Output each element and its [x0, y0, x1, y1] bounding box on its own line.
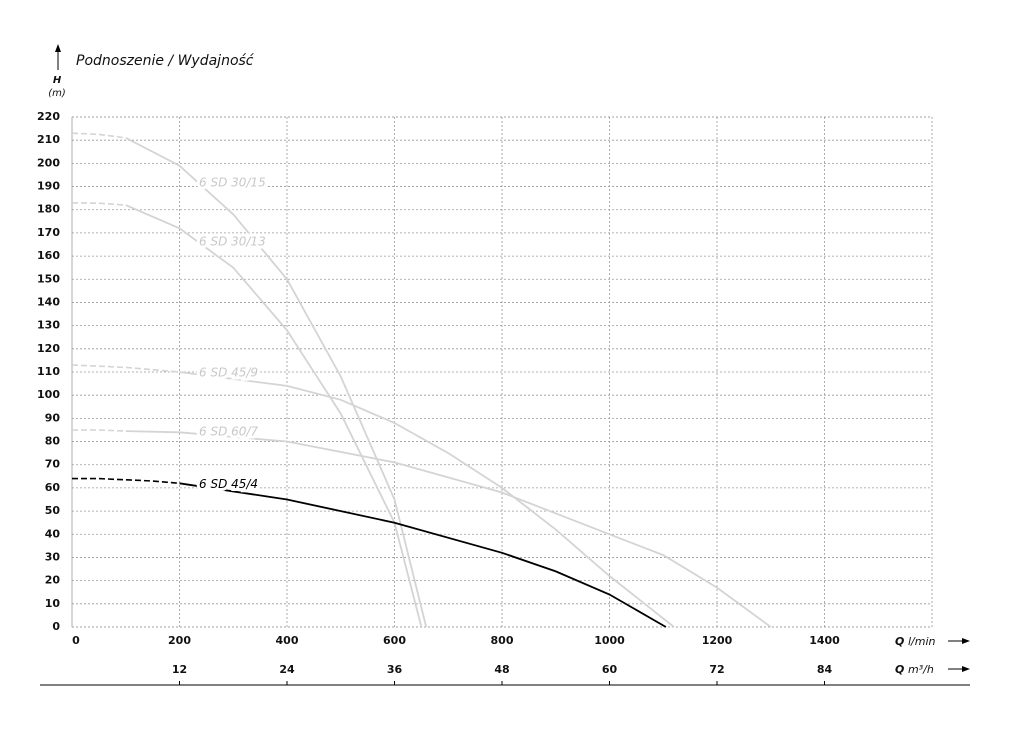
x-tick-label: 400	[276, 634, 299, 647]
series-dashed	[72, 429, 126, 432]
x2-tick-label: 72	[709, 663, 724, 676]
y-tick-label: 30	[45, 550, 61, 563]
x2-axis-label: Q	[895, 663, 904, 676]
x-tick-label: 1400	[809, 634, 840, 647]
y-tick-label: 70	[45, 458, 61, 471]
series-line	[179, 371, 675, 628]
x-tick-label: 1000	[594, 634, 625, 647]
y-tick-label: 180	[37, 203, 60, 216]
y-tick-label: 160	[37, 249, 60, 262]
y-tick-label: 50	[45, 504, 61, 517]
x-arrow-head	[962, 638, 970, 644]
series-dashed	[71, 364, 180, 373]
y-tick-label: 90	[45, 411, 61, 424]
y-tick-label: 110	[37, 365, 60, 378]
y-tick-label: 0	[52, 620, 60, 633]
y-tick-label: 130	[37, 319, 60, 332]
series-dashed	[71, 132, 126, 139]
series-line	[179, 482, 667, 628]
x2-tick-label: 48	[494, 663, 509, 676]
y-tick-label: 100	[37, 388, 60, 401]
x2-arrow-head	[962, 666, 970, 672]
y-tick-label: 120	[37, 342, 60, 355]
series-label: 6 SD 45/9	[199, 365, 258, 379]
x-axis-unit: l/min	[908, 635, 936, 648]
series-label: 6 SD 60/7	[199, 425, 258, 439]
x-tick-label: 200	[168, 634, 191, 647]
series-label: 6 SD 45/4	[199, 477, 258, 491]
series-dashed	[71, 202, 126, 206]
x2-tick-label: 36	[387, 663, 403, 676]
y-tick-label: 60	[45, 481, 61, 494]
y-tick-label: 200	[37, 156, 60, 169]
x2-tick-label: 84	[817, 663, 833, 676]
series-label: 6 SD 30/15	[199, 176, 266, 190]
y-arrow-head	[55, 44, 61, 52]
x-axis-label: Q	[895, 635, 904, 648]
x2-tick-label: 60	[602, 663, 618, 676]
y-tick-label: 10	[45, 597, 61, 610]
x-tick-label: 800	[491, 634, 514, 647]
y-tick-label: 220	[37, 110, 60, 123]
series-line	[125, 137, 428, 628]
y-tick-label: 210	[37, 133, 60, 146]
y-tick-label: 150	[37, 272, 60, 285]
x2-tick-label: 24	[279, 663, 295, 676]
y-tick-label: 80	[45, 435, 61, 448]
y-tick-label: 20	[45, 574, 61, 587]
series-label: 6 SD 30/13	[199, 235, 266, 249]
x-tick-label: 1200	[702, 634, 733, 647]
y-tick-label: 170	[37, 226, 60, 239]
x-tick-label: 600	[383, 634, 406, 647]
x2-axis-unit: m³/h	[908, 663, 934, 676]
series-dashed	[72, 477, 180, 485]
x-tick-label: 0	[72, 634, 80, 647]
x2-tick-label: 12	[172, 663, 187, 676]
y-tick-label: 190	[37, 180, 60, 193]
y-axis-label: H	[53, 75, 62, 86]
y-axis-unit: (m)	[48, 88, 66, 99]
y-tick-label: 140	[37, 295, 60, 308]
y-tick-label: 40	[45, 527, 61, 540]
chart-title: Podnoszenie / Wydajność	[76, 53, 255, 69]
series-line	[125, 430, 772, 628]
